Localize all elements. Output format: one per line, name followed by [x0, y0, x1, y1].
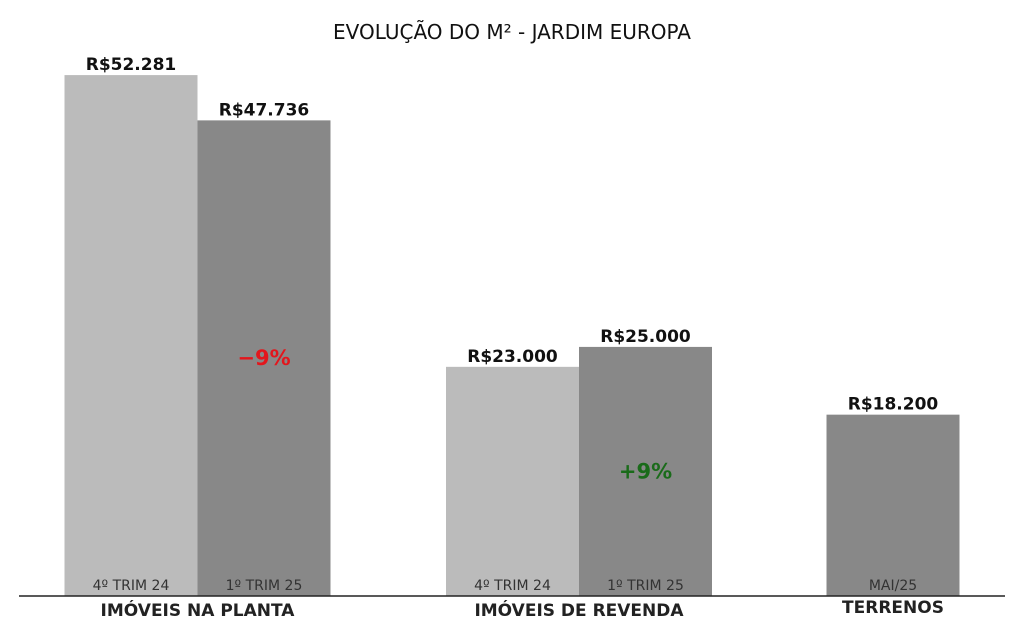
change-label-1: +9%	[619, 459, 672, 483]
bar-g0-b0	[64, 75, 198, 596]
change-label-0: −9%	[237, 346, 290, 370]
period-label-g0-b0: 4º TRIM 24	[93, 578, 170, 594]
period-label-g1-b1: 1º TRIM 25	[607, 578, 684, 594]
period-label-g0-b1: 1º TRIM 25	[226, 578, 303, 594]
value-label-g2-b0: R$18.200	[848, 395, 939, 415]
group-label-2: TERRENOS	[842, 598, 944, 618]
value-label-g1-b1: R$25.000	[600, 327, 691, 347]
period-label-g2-b0: MAI/25	[869, 578, 917, 594]
value-label-g0-b0: R$52.281	[86, 55, 177, 75]
bar-g1-b0	[446, 366, 579, 596]
period-label-g1-b0: 4º TRIM 24	[474, 578, 551, 594]
labels-layer: R$52.281 4º TRIM 24 R$47.736 1º TRIM 25 IMÓV…	[86, 55, 944, 621]
bars-layer	[64, 75, 960, 596]
bar-g2-b0	[826, 414, 960, 596]
group-label-0: IMÓVEIS NA PLANTA	[101, 599, 296, 621]
value-label-g0-b1: R$47.736	[219, 100, 310, 120]
bar-g1-b1	[579, 346, 712, 596]
chart-title: EVOLUÇÃO DO M² - JARDIM EUROPA	[333, 20, 691, 44]
value-label-g1-b0: R$23.000	[467, 347, 558, 367]
group-label-1: IMÓVEIS DE REVENDA	[474, 599, 684, 621]
bar-g0-b1	[197, 120, 331, 596]
